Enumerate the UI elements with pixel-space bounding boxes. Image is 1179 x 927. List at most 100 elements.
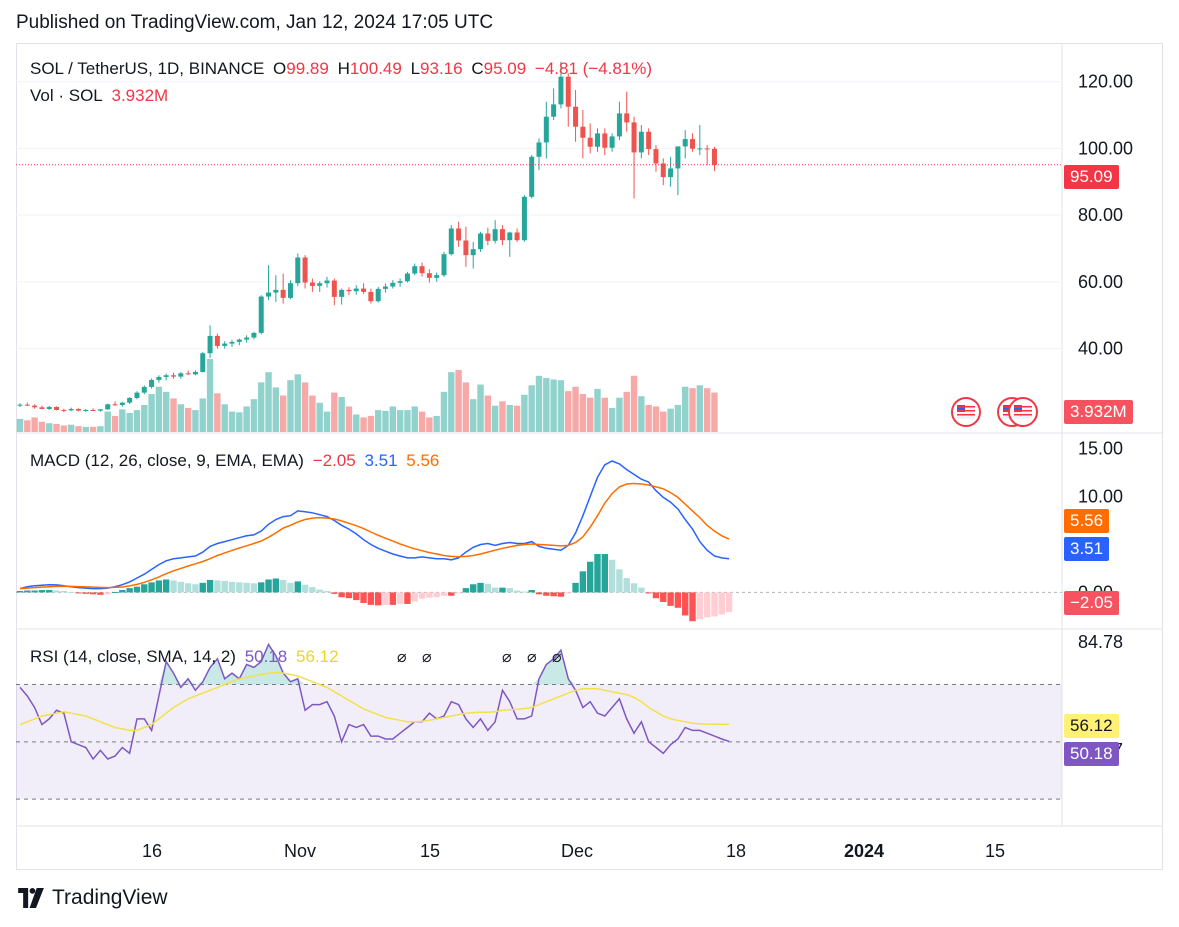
macd-histogram-bar — [506, 588, 513, 593]
volume-bar — [448, 372, 455, 432]
close-value: 95.09 — [483, 59, 527, 78]
volume-bar — [543, 377, 550, 432]
macd-signal-tag: 5.56 — [1064, 509, 1110, 533]
volume-bar — [396, 410, 404, 432]
macd-histogram-bar — [53, 590, 60, 593]
macd-label[interactable]: MACD (12, 26, close, 9, EMA, EMA) — [30, 451, 304, 470]
candle-body — [163, 375, 169, 377]
macd-histogram-bar — [367, 592, 375, 605]
volume-bar — [499, 401, 506, 432]
macd-histogram-bar — [214, 580, 221, 593]
candle-body — [507, 232, 513, 241]
macd-histogram-bar — [374, 592, 382, 606]
volume-bar — [404, 410, 411, 432]
macd-histogram-bar — [682, 592, 689, 616]
macd-histogram-bar — [455, 592, 462, 594]
macd-histogram-bar — [82, 592, 89, 594]
macd-histogram-bar — [703, 592, 711, 618]
volume-bar — [323, 411, 331, 432]
volume-bar — [491, 405, 499, 432]
macd-hist-value: −2.05 — [312, 451, 356, 470]
published-header: Published on TradingView.com, Jan 12, 20… — [16, 12, 494, 33]
volume-bar — [601, 397, 608, 432]
volume-bar — [60, 425, 68, 432]
volume-bar — [287, 380, 294, 432]
candle-body — [375, 288, 381, 302]
candle-body — [149, 379, 155, 387]
candle-body — [485, 233, 491, 241]
macd-histogram-bar — [513, 590, 521, 593]
candle-body — [54, 406, 60, 410]
rsi-overbought-fill — [20, 644, 730, 685]
macd-histogram-bar — [67, 591, 75, 593]
macd-histogram-bar — [535, 592, 543, 595]
candle-body — [412, 266, 418, 274]
macd-histogram-bar — [243, 582, 250, 593]
candle-body — [551, 104, 557, 117]
volume-bar — [433, 415, 440, 432]
volume-bar — [360, 417, 367, 432]
macd-histogram-bar — [126, 588, 133, 593]
macd-histogram-bar — [89, 592, 97, 595]
volume-bar — [353, 414, 360, 432]
volume-bar — [667, 408, 674, 432]
symbol-label[interactable]: SOL / TetherUS, 1D, BINANCE — [30, 59, 265, 78]
volume-bar — [258, 382, 265, 432]
volume-bar — [199, 398, 206, 432]
volume-bar — [418, 411, 426, 432]
volume-bar — [279, 395, 287, 432]
candle-body — [112, 404, 118, 406]
volume-bar — [594, 388, 601, 432]
macd-histogram-bar — [579, 571, 587, 593]
candle-body — [32, 405, 38, 408]
macd-histogram-bar — [382, 592, 389, 605]
macd-histogram-bar — [338, 592, 345, 598]
volume-bar — [126, 413, 133, 432]
macd-histogram-bar — [294, 581, 301, 593]
volume-bar — [616, 397, 623, 432]
candle-body — [697, 148, 703, 150]
macd-histogram-bar — [16, 590, 24, 593]
macd-histogram-bar — [543, 592, 550, 596]
high-value: 100.49 — [349, 59, 402, 78]
volume-bar — [163, 391, 170, 432]
low-label: L — [410, 59, 421, 78]
us-flag-event-icon — [1008, 397, 1038, 427]
macd-histogram-bar — [323, 590, 331, 593]
flag-stripe — [1014, 410, 1032, 412]
volume-bar — [374, 410, 382, 432]
macd-histogram-bar — [418, 592, 426, 599]
tradingview-logo-icon — [18, 888, 44, 908]
macd-histogram-bar — [236, 582, 243, 593]
macd-histogram-bar — [316, 589, 323, 593]
macd-axis-label: 10.00 — [1078, 486, 1123, 506]
candle-body — [631, 122, 637, 153]
candle-body — [653, 149, 659, 164]
volume-bar — [301, 382, 309, 432]
candle-body — [529, 156, 535, 197]
volume-label[interactable]: Vol · SOL — [30, 86, 103, 105]
candle-body — [97, 409, 103, 411]
time-axis-label: 2024 — [844, 841, 884, 861]
macd-histogram-bar — [477, 582, 484, 593]
macd-legend: MACD (12, 26, close, 9, EMA, EMA) −2.05 … — [30, 451, 443, 471]
time-axis-label: Nov — [284, 841, 316, 861]
flag-stripe — [957, 406, 975, 408]
candle-body — [361, 288, 367, 292]
macd-histogram-bar — [696, 592, 704, 620]
macd-histogram-bar — [550, 592, 557, 597]
volume-bar — [521, 394, 528, 432]
volume-bar — [345, 406, 353, 432]
macd-histogram-bar — [228, 581, 236, 593]
macd-histogram-bar — [177, 581, 185, 593]
macd-histogram-bar — [404, 592, 411, 604]
volume-bar — [46, 423, 53, 432]
macd-histogram-bar — [440, 592, 448, 596]
candle-body — [258, 296, 264, 333]
candle-body — [331, 280, 337, 297]
rsi-label[interactable]: RSI (14, close, SMA, 14, 2) — [30, 647, 236, 666]
volume-bar — [550, 379, 557, 432]
chart-frame[interactable] — [16, 43, 1163, 870]
volume-bar — [294, 374, 301, 432]
